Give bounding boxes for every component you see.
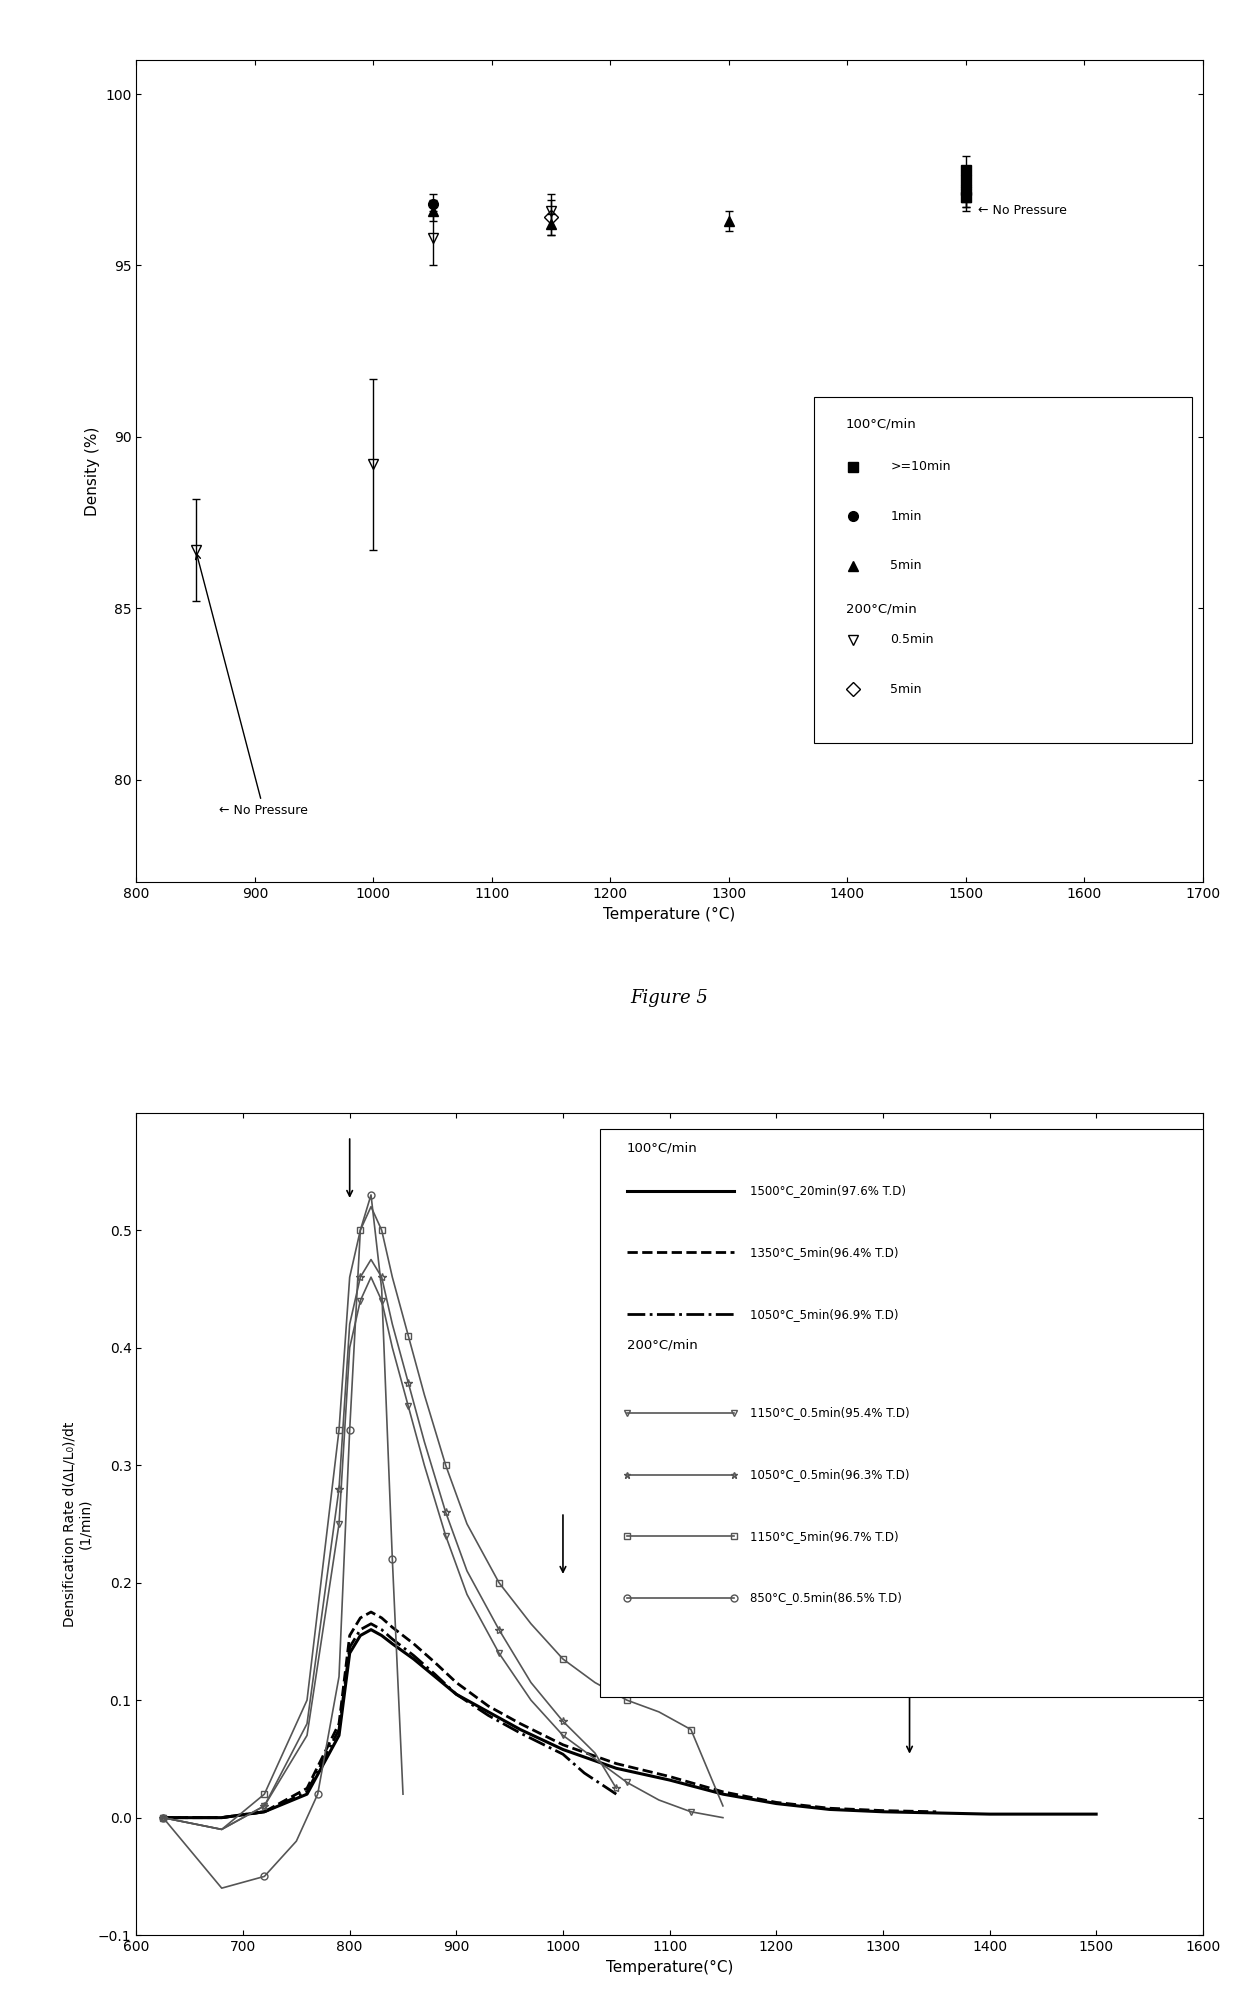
Text: 1150°C_5min(96.7% T.D): 1150°C_5min(96.7% T.D) bbox=[749, 1530, 898, 1542]
FancyBboxPatch shape bbox=[813, 397, 1192, 742]
Text: 100°C/min: 100°C/min bbox=[627, 1141, 698, 1155]
Text: 0.5min: 0.5min bbox=[890, 632, 934, 646]
X-axis label: Temperature (°C): Temperature (°C) bbox=[604, 908, 735, 922]
Y-axis label: Densification Rate d(ΔL/L₀)/dt
(1/min): Densification Rate d(ΔL/L₀)/dt (1/min) bbox=[62, 1420, 92, 1626]
Text: 1050°C_5min(96.9% T.D): 1050°C_5min(96.9% T.D) bbox=[749, 1307, 898, 1321]
Text: 1350°C_5min(96.4% T.D): 1350°C_5min(96.4% T.D) bbox=[749, 1247, 898, 1259]
Text: Figure 5: Figure 5 bbox=[631, 990, 708, 1007]
FancyBboxPatch shape bbox=[600, 1129, 1203, 1696]
Text: 100°C/min: 100°C/min bbox=[846, 417, 916, 431]
Text: 200°C/min: 200°C/min bbox=[846, 602, 916, 616]
Text: 1min: 1min bbox=[890, 511, 921, 523]
Text: ← No Pressure: ← No Pressure bbox=[977, 203, 1066, 217]
Text: 850°C_0.5min(86.5% T.D): 850°C_0.5min(86.5% T.D) bbox=[749, 1592, 901, 1604]
Text: 1500°C_20min(97.6% T.D): 1500°C_20min(97.6% T.D) bbox=[749, 1185, 905, 1197]
Text: 5min: 5min bbox=[890, 682, 921, 696]
Y-axis label: Density (%): Density (%) bbox=[84, 427, 99, 517]
Text: 1150°C_0.5min(95.4% T.D): 1150°C_0.5min(95.4% T.D) bbox=[749, 1406, 909, 1418]
Text: 5min: 5min bbox=[890, 559, 921, 573]
Text: 1050°C_0.5min(96.3% T.D): 1050°C_0.5min(96.3% T.D) bbox=[749, 1468, 909, 1480]
Text: 200°C/min: 200°C/min bbox=[627, 1339, 698, 1353]
X-axis label: Temperature(°C): Temperature(°C) bbox=[606, 1959, 733, 1975]
Text: >=10min: >=10min bbox=[890, 461, 951, 473]
Text: ← No Pressure: ← No Pressure bbox=[196, 555, 309, 816]
